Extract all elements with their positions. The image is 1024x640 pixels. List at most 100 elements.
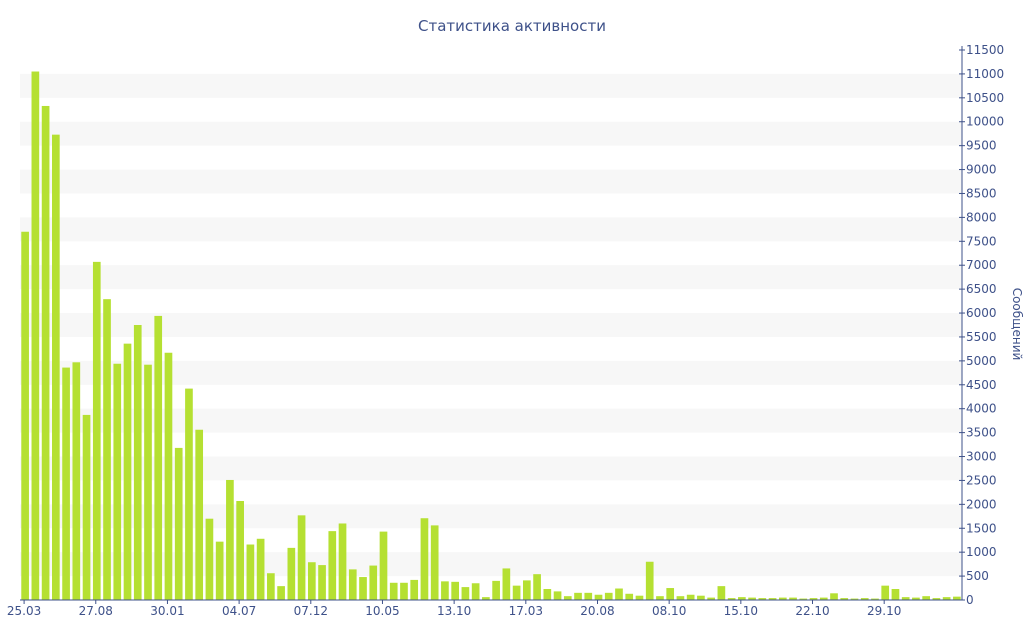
bar[interactable]	[62, 367, 70, 600]
grid-band	[20, 504, 962, 529]
bar[interactable]	[195, 429, 204, 600]
y-tick-label: 500	[966, 569, 989, 583]
bar[interactable]	[891, 589, 900, 600]
bar[interactable]	[635, 595, 644, 600]
bar[interactable]	[932, 598, 941, 600]
bar[interactable]	[901, 597, 910, 600]
bar[interactable]	[41, 105, 50, 601]
bar[interactable]	[277, 586, 285, 600]
bar[interactable]	[717, 586, 726, 600]
bar[interactable]	[523, 580, 531, 600]
bar[interactable]	[72, 362, 81, 600]
bar[interactable]	[502, 568, 511, 600]
bar[interactable]	[809, 598, 818, 600]
bar[interactable]	[154, 315, 163, 600]
bar[interactable]	[748, 597, 756, 600]
bar[interactable]	[533, 574, 541, 600]
bar[interactable]	[246, 544, 255, 600]
bar[interactable]	[123, 343, 132, 600]
bar[interactable]	[922, 596, 930, 600]
bar[interactable]	[92, 261, 101, 600]
bar[interactable]	[656, 596, 664, 600]
bar[interactable]	[226, 479, 234, 600]
bar[interactable]	[819, 597, 828, 600]
bar[interactable]	[205, 518, 214, 600]
bar[interactable]	[103, 299, 111, 600]
bar[interactable]	[778, 597, 787, 600]
bar[interactable]	[185, 388, 193, 600]
bar[interactable]	[912, 597, 920, 600]
bar[interactable]	[830, 593, 838, 600]
bar[interactable]	[21, 231, 29, 601]
bar[interactable]	[594, 594, 603, 600]
bar[interactable]	[553, 591, 562, 600]
bar[interactable]	[348, 569, 357, 600]
bar[interactable]	[871, 598, 879, 600]
bar[interactable]	[881, 585, 890, 600]
bar[interactable]	[543, 589, 552, 600]
bar[interactable]	[799, 598, 808, 600]
bar[interactable]	[441, 581, 449, 600]
bar[interactable]	[666, 588, 675, 600]
bar[interactable]	[840, 598, 849, 600]
bar[interactable]	[318, 565, 326, 600]
y-tick-label: 2500	[966, 473, 997, 487]
bar[interactable]	[584, 592, 593, 600]
bar[interactable]	[215, 541, 224, 600]
bar[interactable]	[369, 565, 378, 600]
bar[interactable]	[410, 579, 419, 600]
x-tick-label: 29.10	[867, 604, 901, 618]
bar[interactable]	[31, 71, 40, 600]
bar[interactable]	[52, 134, 60, 600]
bar[interactable]	[236, 501, 244, 600]
bar[interactable]	[144, 364, 152, 600]
bar[interactable]	[471, 583, 480, 600]
bar[interactable]	[789, 597, 797, 600]
bar[interactable]	[625, 593, 634, 600]
bar[interactable]	[379, 531, 388, 600]
bar[interactable]	[676, 596, 685, 600]
bar[interactable]	[328, 531, 337, 600]
bar[interactable]	[420, 518, 429, 600]
bar[interactable]	[359, 577, 367, 600]
bar[interactable]	[113, 363, 122, 600]
bar[interactable]	[686, 594, 695, 600]
bar[interactable]	[563, 596, 572, 600]
bar[interactable]	[768, 598, 777, 600]
bar[interactable]	[482, 597, 490, 600]
bar[interactable]	[461, 587, 470, 600]
bar[interactable]	[615, 588, 623, 600]
bar[interactable]	[604, 592, 613, 600]
bar[interactable]	[174, 447, 183, 600]
bar[interactable]	[860, 598, 869, 600]
bar[interactable]	[850, 598, 859, 600]
bar[interactable]	[256, 538, 265, 600]
bar[interactable]	[267, 573, 275, 600]
bar[interactable]	[707, 597, 715, 600]
y-tick-label: 5000	[966, 354, 997, 368]
bar[interactable]	[758, 598, 767, 600]
bar[interactable]	[697, 595, 705, 600]
bar[interactable]	[574, 592, 582, 600]
bar[interactable]	[164, 352, 173, 600]
bar[interactable]	[942, 597, 951, 600]
bar[interactable]	[297, 515, 306, 600]
bar[interactable]	[389, 582, 398, 600]
bar[interactable]	[82, 414, 91, 600]
bar[interactable]	[645, 561, 654, 600]
bar[interactable]	[512, 585, 521, 600]
bar[interactable]	[727, 598, 736, 600]
bar[interactable]	[338, 523, 347, 600]
bar[interactable]	[738, 597, 746, 600]
bar[interactable]	[133, 325, 142, 600]
bar[interactable]	[287, 547, 296, 600]
y-tick-label: 11500	[966, 43, 1004, 57]
bar[interactable]	[430, 525, 439, 600]
y-tick-label: 3000	[966, 450, 997, 464]
y-tick-label: 10000	[966, 115, 1004, 129]
bar[interactable]	[953, 596, 961, 600]
bar[interactable]	[307, 562, 316, 600]
bar[interactable]	[400, 582, 408, 600]
bar[interactable]	[451, 581, 459, 600]
bar[interactable]	[492, 580, 500, 600]
